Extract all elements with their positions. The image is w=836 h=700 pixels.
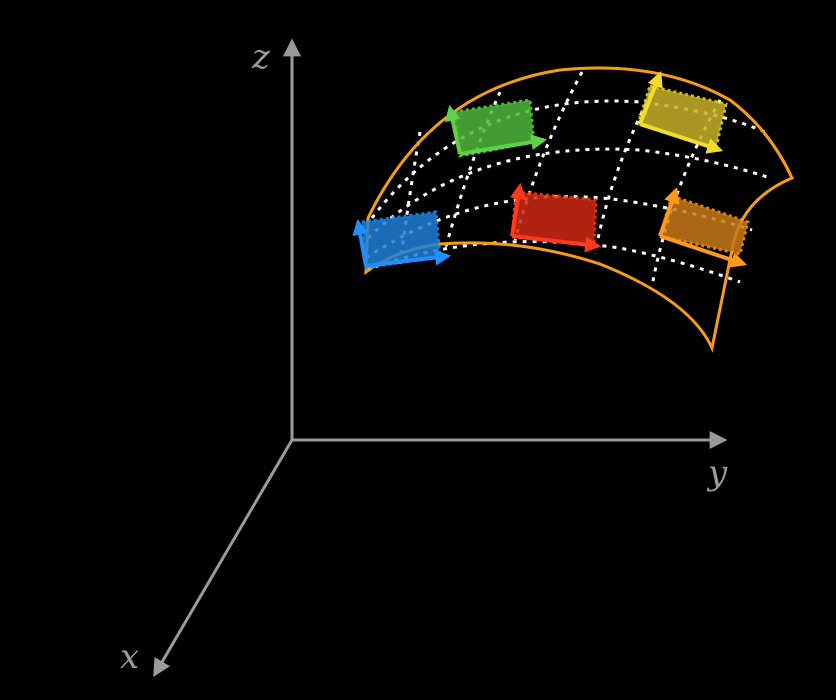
yellow-patch <box>636 71 728 154</box>
yellow-patch-fill <box>636 84 728 150</box>
y-axis-label: y <box>706 453 728 493</box>
green-tangent-arrow-right <box>459 134 548 156</box>
blue-tangent-arrow-up <box>352 218 369 267</box>
patches <box>352 71 750 270</box>
yellow-tangent-arrow-right <box>639 122 724 154</box>
orange-patch <box>658 186 750 268</box>
grid-row <box>370 99 766 219</box>
red-tangent-arrow-right <box>511 234 602 253</box>
grid-col <box>513 71 584 241</box>
green-patch-fill <box>452 98 536 158</box>
green-tangent-arrow-up <box>444 104 462 155</box>
x-axis-label: x <box>120 637 139 677</box>
orange-patch-fill <box>658 194 750 256</box>
red-tangent-arrow-up <box>510 182 526 237</box>
green-patch <box>444 98 548 158</box>
axes: z y x <box>120 37 728 678</box>
orange-tangent-arrow-up <box>658 186 680 237</box>
blue-patch-fill <box>360 210 442 270</box>
x-axis <box>153 439 294 678</box>
grid-col <box>593 75 662 255</box>
blue-patch <box>352 210 452 270</box>
grid-row <box>366 147 771 240</box>
yellow-tangent-arrow-up <box>638 71 663 125</box>
z-axis-label: z <box>251 37 271 77</box>
orange-tangent-arrow-right <box>659 234 748 268</box>
blue-tangent-arrow-right <box>365 249 452 268</box>
red-patch <box>510 182 602 253</box>
